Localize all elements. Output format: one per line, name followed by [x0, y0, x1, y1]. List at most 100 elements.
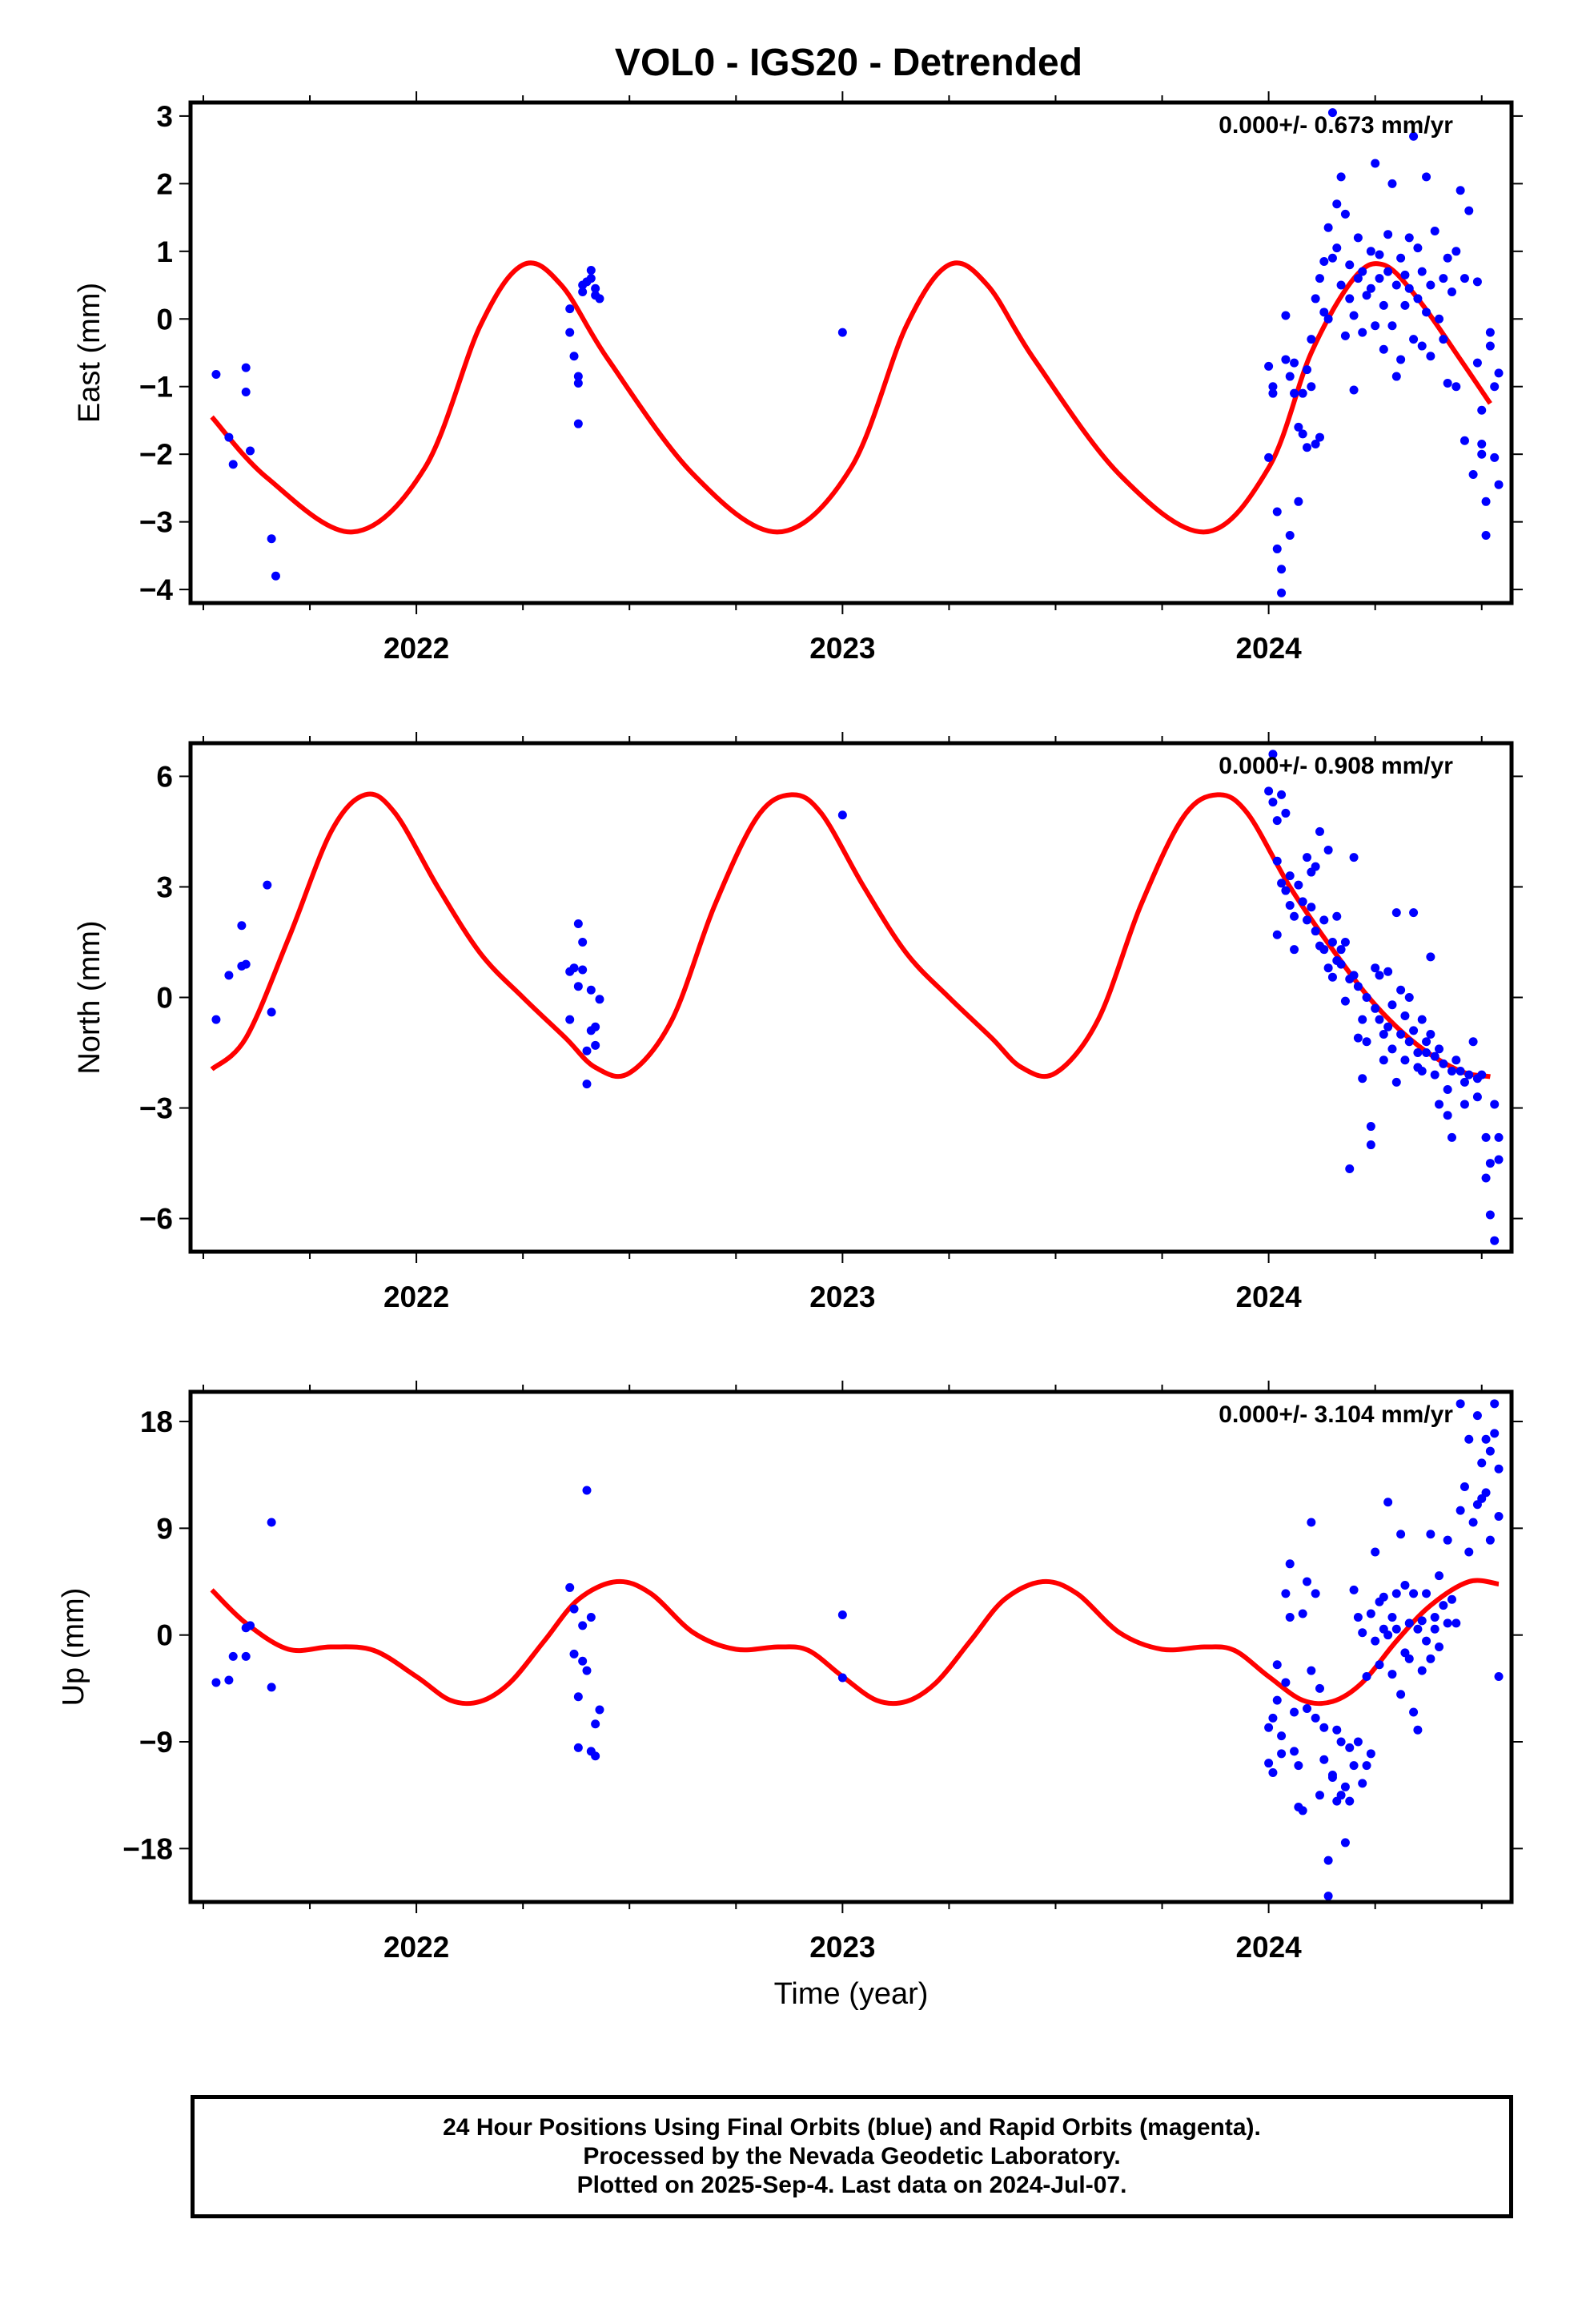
east-data-point	[1362, 291, 1371, 300]
east-data-point	[1375, 274, 1384, 283]
up-data-point	[224, 1675, 234, 1685]
east-data-point	[1383, 267, 1393, 276]
east-data-point	[1311, 294, 1320, 304]
north-data-point	[1353, 982, 1363, 991]
east-data-point	[1485, 328, 1495, 337]
north-data-point	[1456, 1067, 1465, 1076]
up-data-point	[1336, 1737, 1346, 1747]
north-data-point	[837, 810, 847, 820]
up-data-point	[1298, 1609, 1307, 1618]
up-data-point	[1409, 1589, 1419, 1598]
east-data-point	[1426, 352, 1435, 361]
up-data-point	[1391, 1624, 1401, 1634]
north-data-point	[1345, 1164, 1355, 1173]
up-data-point	[1435, 1642, 1444, 1651]
east-data-point	[1460, 436, 1469, 445]
east-data-point	[1332, 243, 1342, 253]
panels: 2022 2023 2024 −4 −3 −2 −1 0 1 2 3 East (mm) 0.000+/…	[57, 91, 1523, 2011]
east-data-point	[1417, 341, 1427, 351]
up-data-point	[1494, 1464, 1504, 1474]
north-data-point	[1366, 1140, 1375, 1150]
east-ytick-label: −1	[139, 371, 173, 404]
north-data-point	[591, 1022, 600, 1031]
east-data-point	[1387, 179, 1397, 188]
up-data-point	[1290, 1707, 1299, 1717]
up-data-point	[1490, 1399, 1500, 1409]
up-data-point	[1272, 1695, 1282, 1705]
north-data-point	[1387, 1000, 1397, 1010]
east-data-point	[1400, 270, 1410, 279]
up-data-point	[1387, 1612, 1397, 1622]
up-data-point	[1290, 1747, 1299, 1756]
east-data-point	[1375, 250, 1384, 259]
east-data-point	[1336, 172, 1346, 182]
north-data-point	[1272, 816, 1282, 826]
up-data-point	[1413, 1725, 1423, 1735]
east-data-point	[246, 446, 255, 456]
east-data-point	[1490, 452, 1500, 462]
north-xtick-label: 2024	[1235, 1281, 1302, 1313]
east-data-point	[1366, 247, 1375, 256]
up-data-point	[1391, 1589, 1401, 1598]
north-xtick-label: 2023	[809, 1281, 875, 1313]
north-data-point	[1422, 1037, 1431, 1047]
north-data-point	[1426, 952, 1435, 962]
north-data-point	[565, 1015, 575, 1024]
east-data-point	[1358, 328, 1367, 337]
north-data-point	[1400, 1055, 1410, 1065]
north-y-axis-label: North (mm)	[73, 920, 106, 1074]
north-ytick-label: −6	[139, 1203, 173, 1236]
north-plot-frame	[188, 741, 1514, 1254]
east-data-point	[565, 328, 575, 337]
up-data-point	[1396, 1530, 1406, 1539]
north-data-point	[1327, 972, 1337, 982]
east-seasonal-fit-line	[210, 260, 1492, 535]
north-data-point	[1268, 750, 1278, 759]
up-data-point	[1315, 1791, 1324, 1800]
east-data-point	[1387, 321, 1397, 331]
north-data-point	[1290, 911, 1299, 921]
north-data-point	[1315, 826, 1324, 836]
east-data-point	[1303, 443, 1312, 452]
up-data-point	[1383, 1630, 1393, 1640]
east-data-point	[1294, 422, 1303, 432]
north-data-point	[1422, 1048, 1431, 1058]
north-data-point	[1366, 1122, 1375, 1132]
north-ytick-label: 6	[156, 760, 173, 793]
east-data-point	[1264, 452, 1274, 462]
up-data-point	[1327, 1770, 1337, 1779]
up-data-point	[1494, 1672, 1504, 1682]
east-data-point	[1435, 314, 1444, 324]
north-data-point	[1264, 786, 1274, 796]
east-data-point	[1358, 267, 1367, 276]
east-data-point	[1340, 209, 1350, 219]
up-data-point	[1285, 1612, 1295, 1622]
east-data-point	[573, 419, 583, 428]
up-data-point	[1379, 1592, 1388, 1602]
up-data-point	[1426, 1654, 1435, 1663]
up-data-point	[1413, 1624, 1423, 1634]
east-data-point	[1327, 108, 1337, 118]
north-data-point	[1336, 945, 1346, 955]
east-data-point	[1340, 331, 1350, 340]
up-ytick-label: 18	[140, 1405, 173, 1438]
north-data-point	[1452, 1055, 1461, 1065]
up-data-point	[1311, 1589, 1320, 1598]
up-data-point	[1417, 1616, 1427, 1626]
up-data-point	[1315, 1683, 1324, 1693]
east-data-point	[1277, 565, 1287, 574]
up-data-point	[1323, 1892, 1333, 1901]
north-data-point	[1468, 1037, 1478, 1047]
up-data-point	[1404, 1654, 1414, 1663]
up-data-point	[1281, 1589, 1291, 1598]
east-data-point	[1303, 365, 1312, 375]
east-ytick-label: 1	[156, 235, 173, 268]
up-data-point	[1460, 1482, 1469, 1492]
east-data-point	[586, 265, 596, 275]
east-data-point	[1298, 388, 1307, 398]
up-data-point	[837, 1673, 847, 1683]
east-xtick-label: 2022	[383, 632, 449, 665]
north-data-point	[1490, 1236, 1500, 1245]
north-data-point	[1464, 1070, 1474, 1080]
